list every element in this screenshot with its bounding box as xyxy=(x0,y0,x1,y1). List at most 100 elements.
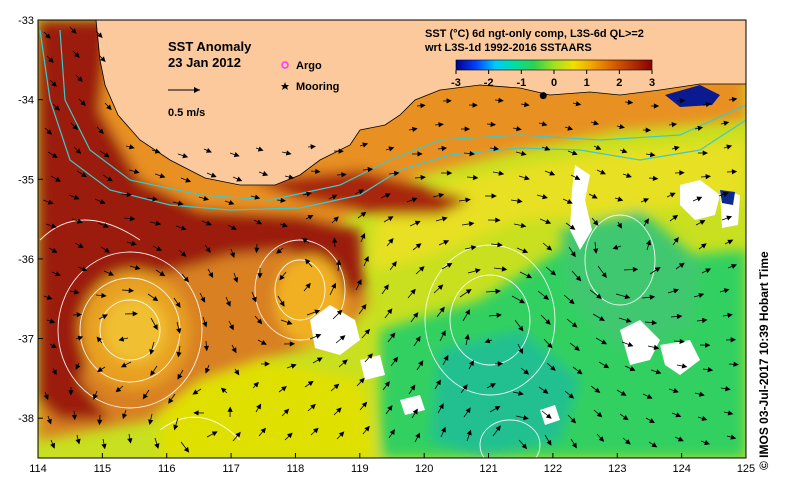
current-vector-head xyxy=(115,386,122,393)
current-vector-head xyxy=(678,262,685,268)
current-vector-head xyxy=(159,173,166,179)
current-vector-head xyxy=(97,32,103,39)
current-vector-head xyxy=(176,351,182,358)
current-vector-head xyxy=(567,125,574,131)
current-vector-head xyxy=(415,335,421,342)
current-vector-head xyxy=(230,224,237,230)
current-vector-head xyxy=(305,258,311,265)
current-vector-head xyxy=(518,390,524,396)
current-vector-head xyxy=(391,261,397,267)
current-vector-head xyxy=(545,319,551,325)
current-vector-head xyxy=(48,57,54,63)
current-vector-head xyxy=(338,148,344,154)
x-tick-label: 121 xyxy=(479,463,497,475)
current-vector-head xyxy=(312,427,319,434)
current-vector-head xyxy=(493,145,500,152)
current-vector-head xyxy=(185,177,192,183)
current-vector-head xyxy=(192,389,199,395)
current-vector-head xyxy=(315,168,321,175)
current-vector-head xyxy=(51,247,58,253)
x-tick-label: 122 xyxy=(544,463,562,475)
current-vector-head xyxy=(176,328,182,334)
current-vector-head xyxy=(73,194,80,200)
current-vector-head xyxy=(77,218,83,224)
current-vector-head xyxy=(96,336,103,343)
current-vector-head xyxy=(417,151,423,157)
current-vector-head xyxy=(257,273,263,279)
current-vector-head xyxy=(177,200,184,206)
colorbar-title-line1: SST (°C) 6d ngt-only comp, L3S-6d QL>=2 xyxy=(425,28,644,40)
current-vector-head xyxy=(360,232,366,239)
current-vector-head xyxy=(99,199,106,204)
current-vector-head xyxy=(208,272,214,278)
current-vector-head xyxy=(544,145,551,151)
current-vector-head xyxy=(440,330,446,337)
current-vector-head xyxy=(182,153,189,159)
current-vector-head xyxy=(673,388,679,394)
current-vector-head xyxy=(81,266,88,272)
current-vector-head xyxy=(193,410,199,416)
current-vector-head xyxy=(43,394,49,401)
current-vector-head xyxy=(437,284,444,290)
current-vector-head xyxy=(652,175,659,182)
current-vector-head xyxy=(569,224,576,230)
current-vector-head xyxy=(730,263,737,269)
current-vector-head xyxy=(570,251,576,258)
current-vector-head xyxy=(71,414,78,421)
current-vector-head xyxy=(596,293,602,299)
current-vector-head xyxy=(726,215,733,221)
current-vector-head xyxy=(598,436,605,442)
current-vector-head xyxy=(285,150,292,156)
current-vector-head xyxy=(101,443,107,450)
current-vector-head xyxy=(392,356,399,363)
current-vector-head xyxy=(441,216,448,222)
current-vector-head xyxy=(651,442,658,448)
current-vector-head xyxy=(106,104,112,111)
current-vector-head xyxy=(468,360,474,367)
current-vector-head xyxy=(568,298,575,305)
current-vector-head xyxy=(233,277,239,283)
current-vector-head xyxy=(384,381,390,387)
current-vector-head xyxy=(276,248,282,254)
current-vector-head xyxy=(228,324,234,331)
current-vector-head xyxy=(363,255,369,262)
current-vector-head xyxy=(279,300,285,307)
current-vector-head xyxy=(542,388,549,394)
current-vector-head xyxy=(574,345,580,351)
colorbar-tick-label: 0 xyxy=(551,77,557,89)
current-vector-head xyxy=(704,342,711,348)
current-vector-head xyxy=(100,56,106,63)
current-vector-head xyxy=(521,443,528,450)
current-vector-head xyxy=(522,248,529,254)
current-vector-head xyxy=(262,171,269,177)
current-vector-head xyxy=(103,152,110,158)
current-vector-head xyxy=(46,294,53,300)
mooring-marker-icon xyxy=(281,82,289,90)
current-vector-head xyxy=(418,266,425,272)
current-vector-head xyxy=(256,219,263,225)
current-vector-head xyxy=(101,314,108,320)
colorbar-title-line2: wrt L3S-1d 1992-2016 SSTAARS xyxy=(424,42,592,54)
current-vector-head xyxy=(51,81,57,87)
current-vector-head xyxy=(180,225,187,231)
current-vector-head xyxy=(546,439,552,446)
argo-label: Argo xyxy=(296,60,322,72)
current-vector-head xyxy=(333,383,340,390)
current-vector-head xyxy=(331,194,338,200)
current-vector-head xyxy=(601,272,607,279)
current-vector-head xyxy=(415,432,421,439)
current-vector-head xyxy=(387,405,393,411)
current-vector-head xyxy=(331,282,336,289)
current-vector-head xyxy=(655,369,662,375)
current-vector-head xyxy=(356,279,362,286)
mooring-marker xyxy=(539,92,547,100)
x-tick-label: 119 xyxy=(351,463,369,475)
current-vector-head xyxy=(519,298,525,304)
y-tick-label: -38 xyxy=(18,413,34,425)
current-vector-head xyxy=(698,391,705,397)
current-vector-head xyxy=(435,379,441,386)
current-vector-head xyxy=(71,28,77,34)
current-vector-head xyxy=(45,33,51,39)
y-tick-label: -34 xyxy=(18,95,34,107)
current-vector-head xyxy=(107,176,113,182)
